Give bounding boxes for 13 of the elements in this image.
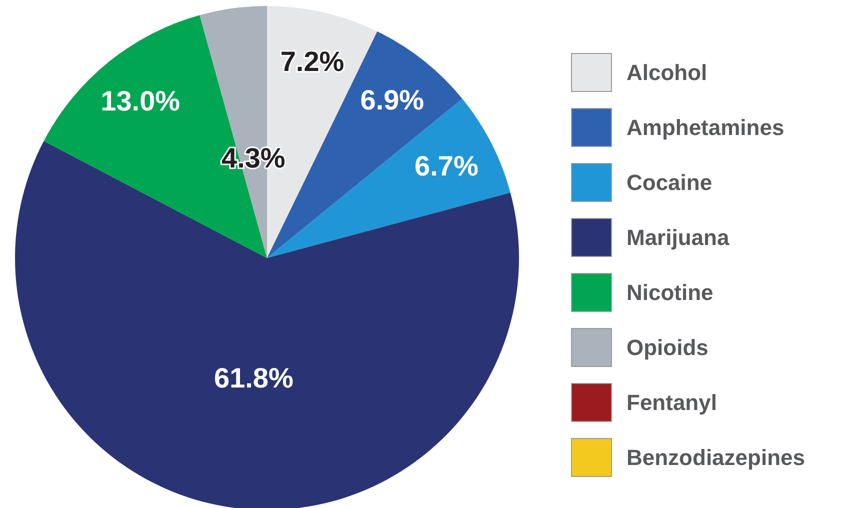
legend-label: Alcohol bbox=[626, 60, 708, 85]
data-label: 6.9% bbox=[360, 84, 424, 116]
legend-label: Fentanyl bbox=[626, 390, 717, 415]
data-label: 13.0% bbox=[100, 86, 180, 117]
data-label: 61.8% bbox=[214, 362, 294, 394]
data-label: 7.2% bbox=[280, 46, 344, 78]
legend-label: Marijuana bbox=[626, 225, 730, 250]
data-label: 6.7% bbox=[414, 150, 478, 182]
legend-label: Benzodiazepines bbox=[626, 445, 805, 470]
legend-label: Amphetamines bbox=[626, 115, 784, 140]
legend-label: Cocaine bbox=[626, 170, 712, 195]
legend-label: Opioids bbox=[626, 335, 708, 360]
legend-label: Nicotine bbox=[626, 280, 714, 305]
